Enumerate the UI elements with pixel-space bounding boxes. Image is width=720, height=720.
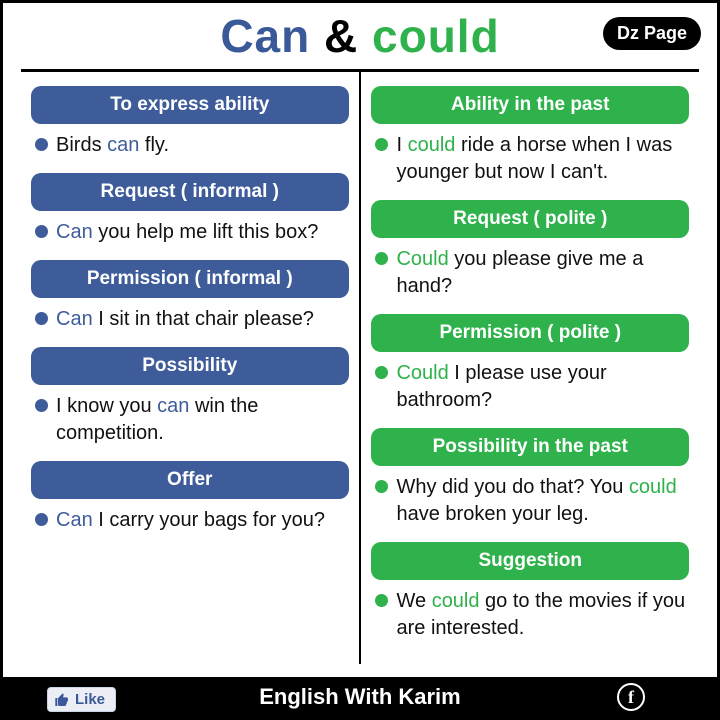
infographic-frame: Can & could Dz Page To express ability Bi… (0, 0, 720, 720)
section-heading: Permission ( polite ) (371, 314, 689, 352)
title-can: Can (220, 10, 310, 62)
header: Can & could Dz Page (3, 3, 717, 72)
example-sentence: I could ride a horse when I was younger … (371, 132, 689, 194)
section-heading: Possibility in the past (371, 428, 689, 466)
keyword: could (432, 590, 480, 612)
bullet-icon (35, 513, 48, 526)
keyword: Can (56, 308, 93, 330)
example-text: Could I please use your bathroom? (396, 360, 689, 414)
bullet-icon (375, 594, 388, 607)
example-sentence: Birds can fly. (31, 132, 349, 167)
example-sentence: Could you please give me a hand? (371, 246, 689, 308)
example-text: Could you please give me a hand? (396, 246, 689, 300)
example-sentence: Can you help me lift this box? (31, 219, 349, 254)
footer-brand: English With Karim (259, 684, 460, 710)
title-could: could (372, 10, 500, 62)
example-sentence: Why did you do that? You could have brok… (371, 474, 689, 536)
example-sentence: Can I sit in that chair please? (31, 306, 349, 341)
bullet-icon (375, 480, 388, 493)
section-heading: Possibility (31, 347, 349, 385)
example-sentence: We could go to the movies if you are int… (371, 588, 689, 650)
keyword: Can (56, 509, 93, 531)
example-text: Can I sit in that chair please? (56, 306, 314, 333)
keyword: Could (396, 362, 448, 384)
like-button[interactable]: Like (47, 687, 116, 712)
example-text: I know you can win the competition. (56, 393, 349, 447)
section-heading: To express ability (31, 86, 349, 124)
thumbs-up-icon (54, 692, 70, 708)
section-heading: Request ( informal ) (31, 173, 349, 211)
section-heading: Request ( polite ) (371, 200, 689, 238)
content-columns: To express ability Birds can fly. Request … (3, 72, 717, 656)
keyword: could (629, 476, 677, 498)
header-divider (21, 69, 699, 72)
bullet-icon (35, 399, 48, 412)
keyword: Could (396, 248, 448, 270)
example-text: Birds can fly. (56, 132, 169, 159)
bullet-icon (35, 138, 48, 151)
title-amp: & (324, 10, 358, 62)
can-column: To express ability Birds can fly. Request … (21, 80, 359, 656)
bullet-icon (35, 225, 48, 238)
keyword: Can (56, 221, 93, 243)
keyword: can (157, 395, 189, 417)
example-text: I could ride a horse when I was younger … (396, 132, 689, 186)
keyword: can (107, 134, 139, 156)
example-sentence: Could I please use your bathroom? (371, 360, 689, 422)
footer-bar: Like English With Karim f (3, 677, 717, 717)
example-text: Why did you do that? You could have brok… (396, 474, 689, 528)
example-text: Can you help me lift this box? (56, 219, 318, 246)
bullet-icon (35, 312, 48, 325)
like-label: Like (75, 691, 105, 708)
bullet-icon (375, 366, 388, 379)
section-heading: Ability in the past (371, 86, 689, 124)
could-column: Ability in the past I could ride a horse … (361, 80, 699, 656)
keyword: could (408, 134, 456, 156)
section-heading: Permission ( informal ) (31, 260, 349, 298)
dz-page-badge: Dz Page (603, 17, 701, 50)
section-heading: Suggestion (371, 542, 689, 580)
bullet-icon (375, 252, 388, 265)
bullet-icon (375, 138, 388, 151)
example-sentence: Can I carry your bags for you? (31, 507, 349, 542)
example-text: We could go to the movies if you are int… (396, 588, 689, 642)
section-heading: Offer (31, 461, 349, 499)
example-text: Can I carry your bags for you? (56, 507, 325, 534)
example-sentence: I know you can win the competition. (31, 393, 349, 455)
facebook-icon[interactable]: f (617, 683, 645, 711)
